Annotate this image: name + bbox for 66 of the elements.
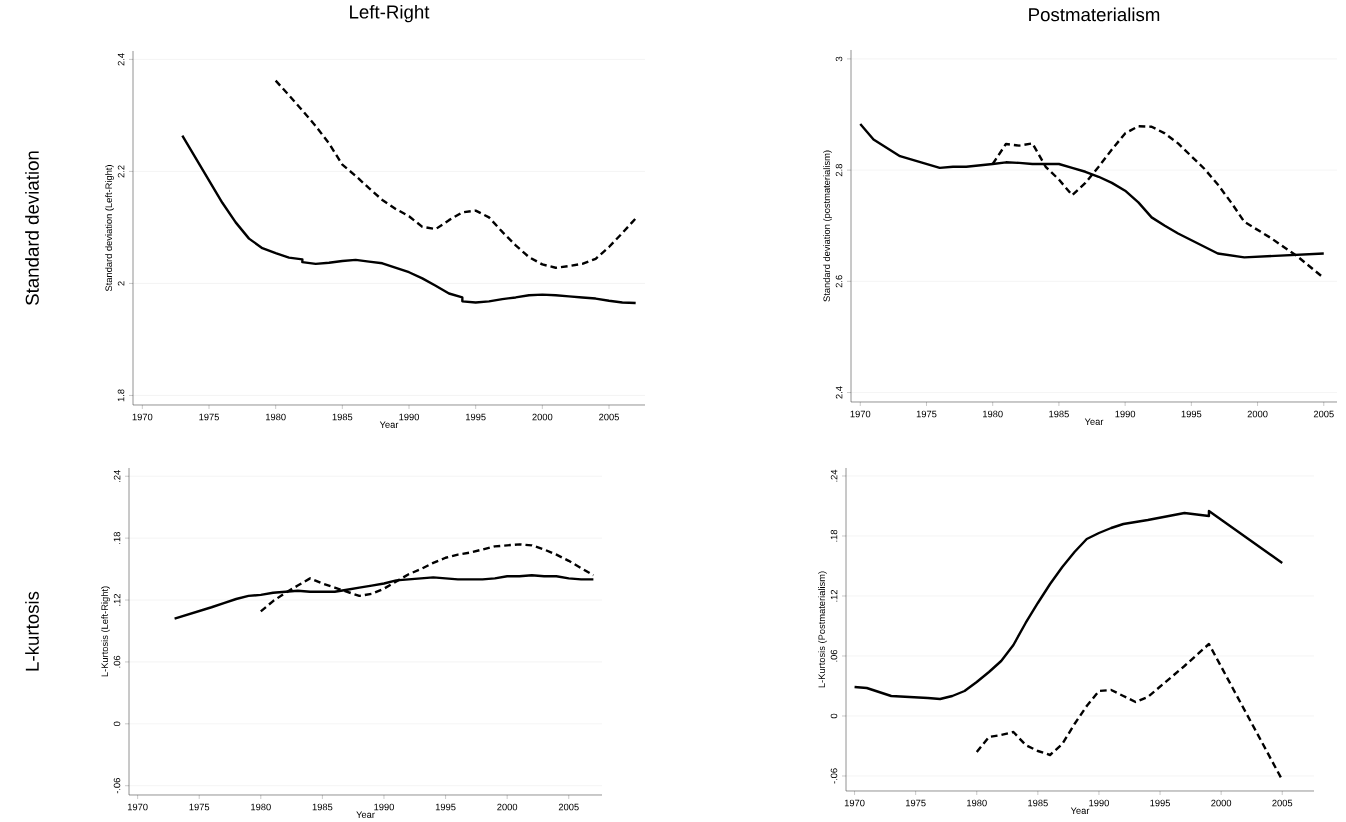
x-tick-label: 1990 <box>1115 410 1136 418</box>
x-tick-label: 1970 <box>850 410 871 418</box>
line-series <box>274 79 637 269</box>
x-tick-label: 2000 <box>1247 410 1268 418</box>
y-axis-title: Standard deviation (Left-Right) <box>105 164 114 291</box>
x-tick-label: 1985 <box>312 803 333 811</box>
x-tick-label: 2005 <box>1272 799 1293 807</box>
x-tick-label: 1990 <box>374 803 394 811</box>
x-tick-label: 1980 <box>983 410 1003 418</box>
x-axis-title: Year <box>1084 418 1104 425</box>
y-tick-label: -.06 <box>830 768 838 784</box>
x-tick-label: 2000 <box>1211 799 1232 807</box>
x-tick-label: 1985 <box>332 413 353 421</box>
x-tick-label: 2000 <box>532 413 553 421</box>
chart-title: Left-Right <box>350 4 430 23</box>
y-tick-label: .24 <box>830 469 838 482</box>
x-tick-label: 1980 <box>251 803 271 811</box>
text: L-kurtosis <box>25 591 39 671</box>
x-tick-label: 1995 <box>466 413 486 421</box>
y-tick-label: .06 <box>830 649 838 662</box>
x-tick-label: 1985 <box>1049 410 1069 418</box>
x-axis-title: Year <box>356 811 375 818</box>
x-tick-label: 1990 <box>1089 799 1109 807</box>
x-tick-label: 1980 <box>266 413 286 421</box>
y-tick-label: .18 <box>113 531 121 544</box>
x-tick-label: 2005 <box>1313 410 1334 418</box>
x-axis-title: Year <box>1070 807 1090 814</box>
y-tick-label: 2.6 <box>835 275 843 288</box>
x-tick-label: 2000 <box>497 803 518 811</box>
y-tick-label: .12 <box>830 589 838 602</box>
x-tick-label: 2005 <box>599 413 619 421</box>
x-tick-label: 1970 <box>132 413 153 421</box>
line-series <box>853 509 1284 700</box>
x-tick-label: 1970 <box>844 799 865 807</box>
y-axis-title: Standard deviation (postmaterialism) <box>823 150 832 302</box>
y-tick-label: 2.2 <box>117 165 125 178</box>
y-tick-label: .06 <box>113 655 121 668</box>
x-tick-label: 1975 <box>916 410 937 418</box>
y-axis-title: L-Kurtosis (Left-Right) <box>101 586 110 677</box>
chart-title: Postmaterialism <box>1029 7 1160 22</box>
x-tick-label: 1970 <box>127 803 148 811</box>
y-tick-label: 1.8 <box>117 389 125 402</box>
x-tick-label: 1995 <box>1181 410 1202 418</box>
y-tick-label: 0 <box>830 713 838 719</box>
y-tick-label: 2.4 <box>117 52 125 66</box>
y-axis-title: L-Kurtosis (Postmaterialism) <box>818 571 827 688</box>
y-tick-label: 2.4 <box>835 386 843 399</box>
x-tick-label: 1975 <box>905 799 926 807</box>
y-tick-label: -.06 <box>113 777 121 794</box>
y-tick-label: .24 <box>113 469 121 482</box>
x-tick-label: 1975 <box>189 803 210 811</box>
text: Standard deviation <box>25 151 39 305</box>
y-tick-label: 2 <box>117 281 125 286</box>
x-axis-title: Year <box>379 421 399 428</box>
y-tick-label: .12 <box>113 593 121 606</box>
y-tick-label: 2.8 <box>835 163 843 176</box>
x-tick-label: 1980 <box>967 799 987 807</box>
x-tick-label: 1995 <box>435 803 456 811</box>
x-tick-label: 1995 <box>1150 799 1171 807</box>
y-tick-label: .18 <box>830 529 838 542</box>
x-tick-label: 1985 <box>1028 799 1048 807</box>
x-tick-label: 1975 <box>199 413 219 421</box>
y-tick-label: 0 <box>113 721 121 726</box>
x-tick-label: 2005 <box>558 803 579 811</box>
x-tick-label: 1990 <box>399 413 420 421</box>
y-tick-label: 3 <box>835 56 843 61</box>
